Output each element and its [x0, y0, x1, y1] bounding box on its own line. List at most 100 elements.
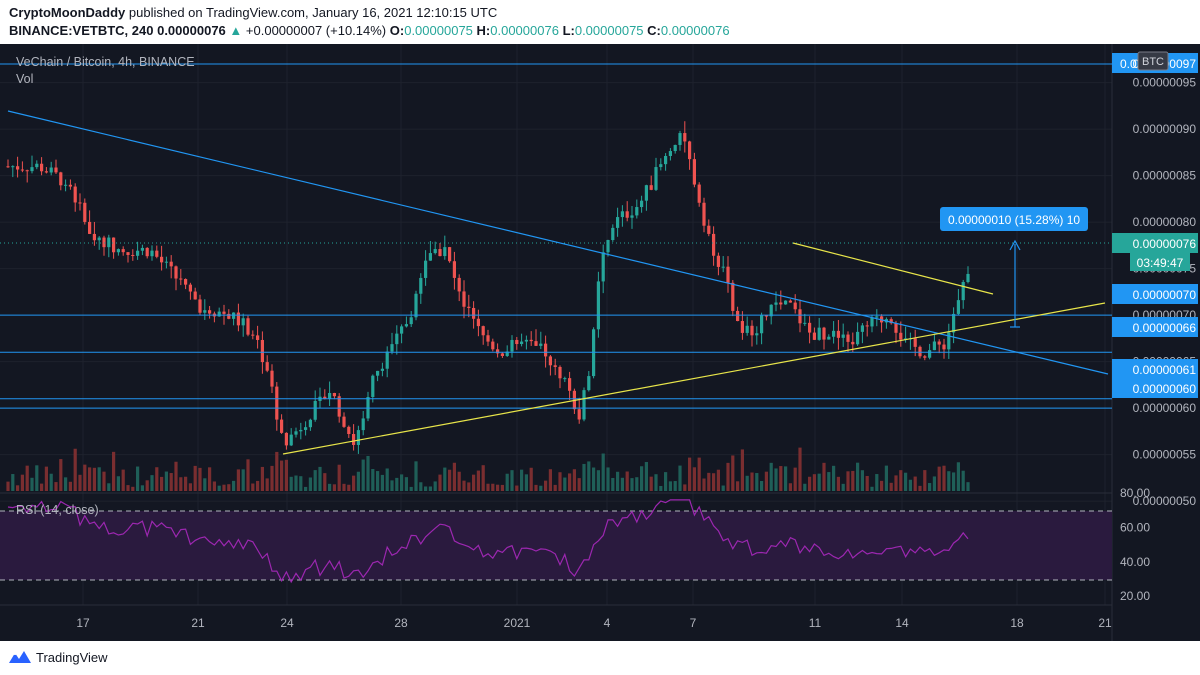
volume-bar	[894, 475, 898, 491]
volume-bar	[817, 473, 821, 491]
volume-bar	[947, 471, 951, 491]
symbol-interval: BINANCE:VETBTC, 240	[9, 23, 154, 38]
candle-body	[918, 346, 922, 357]
candle-body	[179, 278, 183, 280]
volume-bar	[308, 477, 312, 491]
candle-body	[635, 207, 639, 216]
candle-body	[68, 184, 72, 187]
candle-body	[352, 434, 356, 445]
volume-bar	[380, 474, 384, 491]
candle-body	[841, 334, 845, 338]
tradingview-logo[interactable]: TradingView	[8, 649, 108, 665]
volume-bar	[481, 465, 485, 491]
rsi-tick: 40.00	[1120, 555, 1150, 569]
volume-bar	[865, 475, 869, 491]
volume-bar	[592, 467, 596, 491]
candle-body	[803, 322, 807, 324]
volume-bar	[472, 474, 476, 491]
candle-body	[731, 282, 735, 311]
open-value: 0.00000075	[404, 23, 473, 38]
candle-body	[870, 317, 874, 327]
candle-body	[769, 304, 773, 317]
candle-body	[721, 266, 725, 268]
volume-bar	[35, 465, 39, 491]
candle-body	[865, 325, 869, 327]
volume-bar	[836, 476, 840, 491]
footer: TradingView	[0, 641, 1200, 675]
candle-body	[376, 370, 380, 376]
candle-body	[395, 333, 399, 345]
legend-title: VeChain / Bitcoin, 4h, BINANCE	[16, 55, 195, 69]
candle-body	[16, 166, 20, 170]
close-value: 0.00000076	[660, 23, 730, 38]
candle-body	[673, 144, 677, 152]
volume-bar	[102, 471, 106, 491]
rsi-axis[interactable]: 80.00 60.00 40.00 20.00	[1120, 486, 1150, 603]
volume-bar	[347, 484, 351, 491]
author-name[interactable]: CryptoMoonDaddy	[9, 5, 126, 20]
candle-body	[83, 202, 87, 222]
tradingview-brand: TradingView	[36, 649, 108, 665]
candle-body	[779, 302, 783, 305]
candle-body	[404, 324, 408, 327]
volume-bar	[558, 472, 562, 491]
chart-header: CryptoMoonDaddy published on TradingView…	[0, 0, 1200, 44]
time-axis[interactable]: 17 21 24 28 2021 4 7 11 14 18 21	[76, 616, 1112, 630]
candle-body	[20, 169, 24, 171]
candle-body	[697, 184, 701, 203]
volume-bar	[750, 472, 754, 491]
candle-body	[558, 366, 562, 379]
candle-body	[649, 185, 653, 190]
candle-body	[923, 356, 927, 358]
volume-bar	[889, 482, 893, 491]
rsi-label: RSI (14, close)	[16, 503, 99, 517]
candle-body	[294, 431, 298, 435]
ascending-trendline[interactable]	[282, 302, 1106, 455]
chart-svg[interactable]: 0.00000010 (15.28%) 10 VeChain / Bitcoin…	[0, 44, 1200, 641]
volume-bar	[755, 473, 759, 491]
candle-body	[534, 341, 538, 346]
descending-trendline[interactable]	[7, 110, 1109, 375]
volume-bar	[553, 484, 557, 491]
volume-bar	[563, 477, 567, 491]
volume-bar	[88, 467, 92, 491]
candle-body	[49, 167, 53, 173]
volume-bar	[884, 465, 888, 491]
volume-bar	[625, 471, 629, 491]
price-badge-60: 0.00000060	[1133, 382, 1197, 396]
candle-body	[822, 327, 826, 340]
volume-bar	[918, 485, 922, 491]
candle-body	[668, 151, 672, 156]
currency-badge[interactable]: BTC	[1142, 56, 1164, 68]
candle-body	[356, 430, 360, 445]
candle-body	[817, 327, 821, 340]
volume-bar	[337, 464, 341, 491]
volume-bar	[20, 474, 24, 491]
candle-body	[256, 335, 260, 340]
volume-bar	[688, 457, 692, 491]
volume-bar	[692, 467, 696, 491]
candle-body	[121, 249, 125, 253]
candle-body	[97, 237, 101, 241]
volume-bar	[145, 480, 149, 491]
volume-bar	[784, 466, 788, 491]
chart-area[interactable]: 0.00000010 (15.28%) 10 VeChain / Bitcoin…	[0, 44, 1200, 641]
volume-bar	[49, 473, 53, 491]
currency-badge-box[interactable]	[1137, 51, 1169, 71]
candle-body	[712, 233, 716, 256]
candle-body	[424, 260, 428, 278]
volume-bar	[284, 459, 288, 491]
volume-bar	[611, 477, 615, 491]
candle-body	[654, 167, 658, 190]
wedge-top-line[interactable]	[792, 242, 994, 295]
volume-bar	[572, 469, 576, 491]
candle-body	[188, 284, 192, 292]
candle-body	[500, 353, 504, 356]
candle-body	[328, 392, 332, 399]
time-tick: 4	[604, 616, 611, 630]
price-tick: 0.00000060	[1133, 401, 1197, 415]
publish-info: CryptoMoonDaddy published on TradingView…	[9, 5, 497, 20]
volume-bar	[649, 476, 653, 491]
volume-bar	[443, 467, 447, 491]
rsi-tick: 60.00	[1120, 520, 1150, 534]
